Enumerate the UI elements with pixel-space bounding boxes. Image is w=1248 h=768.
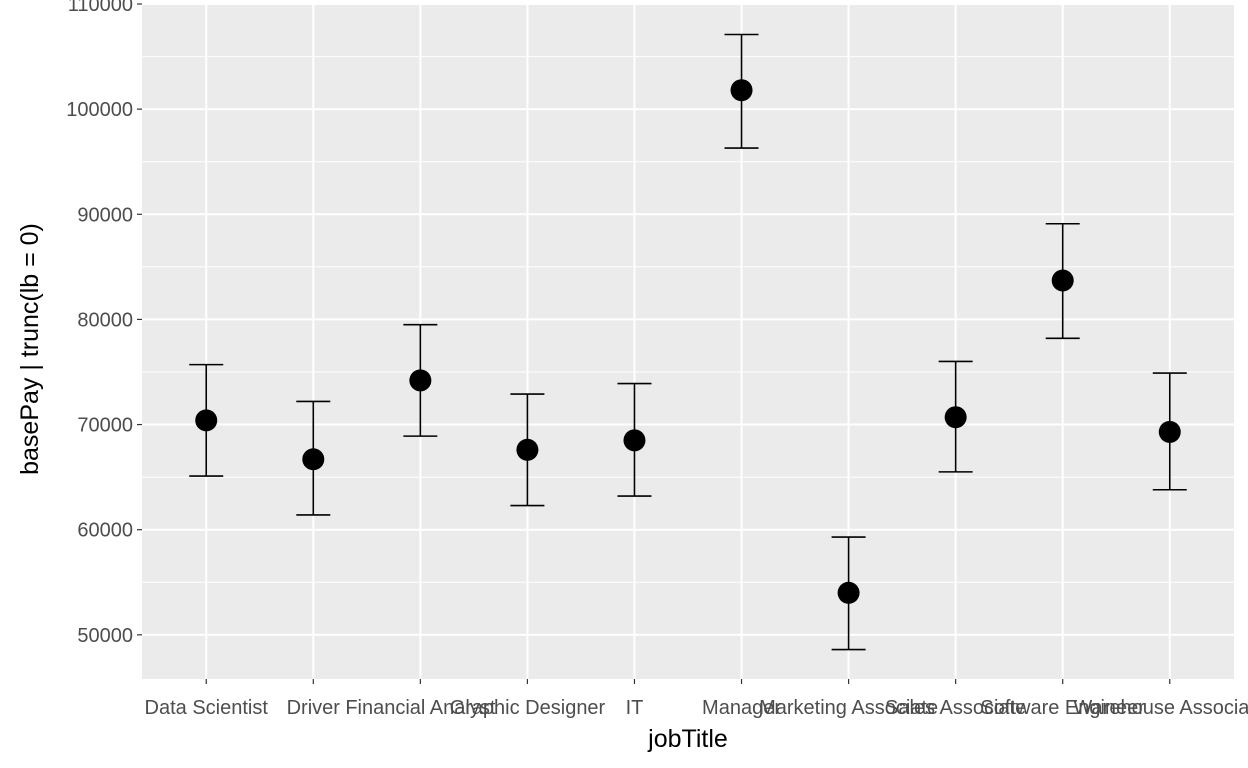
y-tick-label: 100000 xyxy=(66,99,133,121)
points xyxy=(195,79,1181,604)
x-tick-label: Marketing Associate xyxy=(759,697,938,719)
y-tick-label: 70000 xyxy=(77,415,133,437)
grid-minor xyxy=(142,56,1234,583)
grid-major xyxy=(142,3,1234,679)
data-point xyxy=(516,438,539,461)
x-tick-label: Driver xyxy=(287,697,341,719)
y-tick-label: 80000 xyxy=(77,309,133,331)
x-tick-label: Software Engineer xyxy=(980,697,1145,719)
y-tick-label: 60000 xyxy=(77,520,133,542)
x-tick-label: Manager xyxy=(702,697,781,719)
y-axis-title: basePay | trunc(lb = 0) xyxy=(16,223,44,475)
data-point xyxy=(623,429,646,452)
plot-panel xyxy=(142,4,1234,679)
x-tick-label: Graphic Designer xyxy=(450,697,606,719)
y-tick-label: 50000 xyxy=(77,625,133,647)
data-point xyxy=(409,369,432,392)
x-axis-title: jobTitle xyxy=(647,725,728,753)
data-point xyxy=(944,406,967,429)
data-point xyxy=(730,79,753,102)
y-tick-label: 110000 xyxy=(68,0,133,16)
x-axis-ticks: Data Scientist Driver Financial AnalystGra… xyxy=(145,679,1248,719)
x-tick-label: Financial Analyst xyxy=(345,697,496,719)
y-tick-label: 90000 xyxy=(77,204,133,226)
x-tick-label: Data Scientist xyxy=(145,697,269,719)
x-tick-label: Warehouse Associate xyxy=(1073,697,1248,719)
y-axis-ticks: 50000 60000 70000 80000 90000 100000 110000 xyxy=(66,0,142,647)
data-point xyxy=(1158,420,1181,443)
x-tick-label: Sales Associate xyxy=(885,697,1026,719)
data-point xyxy=(1051,269,1074,292)
x-tick-label: IT xyxy=(626,697,644,719)
data-point xyxy=(302,448,325,471)
data-point xyxy=(195,409,218,432)
data-point xyxy=(837,581,860,604)
